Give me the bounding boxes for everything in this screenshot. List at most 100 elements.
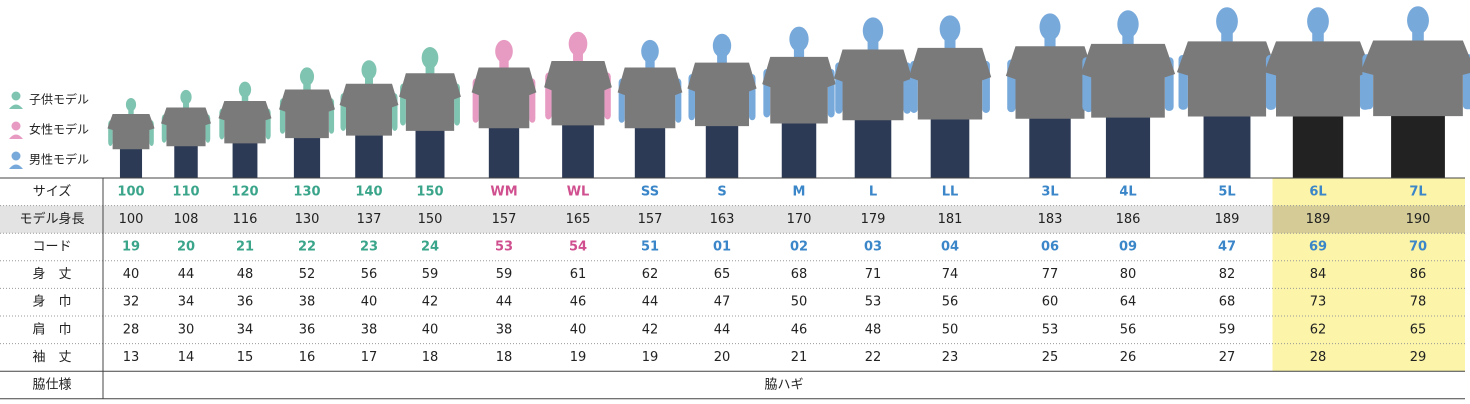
cell: 44 xyxy=(496,295,513,310)
cell: 163 xyxy=(710,212,735,227)
neck xyxy=(303,80,311,93)
legend-label: 子供モデル xyxy=(29,92,89,107)
cell: 50 xyxy=(942,322,959,337)
cell: 48 xyxy=(237,267,254,282)
cell: 24 xyxy=(421,240,439,255)
cell: 54 xyxy=(569,240,587,255)
cell: 130 xyxy=(293,184,320,199)
cell: 34 xyxy=(178,295,195,310)
legend-icon xyxy=(9,104,23,109)
tshirt xyxy=(160,107,212,147)
legs xyxy=(174,142,198,178)
neck xyxy=(573,49,583,65)
cell: 44 xyxy=(642,295,659,310)
cell: 27 xyxy=(1219,350,1236,365)
cell: 46 xyxy=(570,295,587,310)
model-figure xyxy=(160,89,212,178)
cell: 44 xyxy=(178,267,195,282)
cell: 71 xyxy=(865,267,882,282)
cell: 53 xyxy=(1042,322,1059,337)
neck xyxy=(1122,30,1134,49)
legs xyxy=(1203,109,1251,178)
tshirt xyxy=(544,60,612,126)
head xyxy=(1039,13,1061,41)
cell: 40 xyxy=(570,322,587,337)
cell: 62 xyxy=(642,267,659,282)
cell: 150 xyxy=(418,212,443,227)
row-label: 身 巾 xyxy=(32,294,71,310)
model-figure xyxy=(617,39,683,178)
head xyxy=(939,15,961,43)
cell: 02 xyxy=(790,240,808,255)
legs xyxy=(1292,109,1344,178)
head xyxy=(1307,7,1329,36)
height-row-bg xyxy=(0,205,1465,234)
legs xyxy=(355,130,383,178)
legend-icon xyxy=(9,134,23,139)
cell: 34 xyxy=(237,322,254,337)
legs xyxy=(232,139,258,178)
model-figure xyxy=(339,60,399,178)
cell: M xyxy=(793,184,806,199)
head xyxy=(299,67,315,86)
cell: 38 xyxy=(361,322,378,337)
cell: 32 xyxy=(123,295,140,310)
cell: 06 xyxy=(1041,240,1059,255)
model-figure xyxy=(908,15,992,178)
cell: 140 xyxy=(355,184,382,199)
cell: 38 xyxy=(299,295,316,310)
cell: 47 xyxy=(714,295,731,310)
legend-icon xyxy=(11,151,21,161)
cell: 44 xyxy=(714,322,731,337)
cell: 189 xyxy=(1215,212,1240,227)
cell: 116 xyxy=(233,212,258,227)
tshirt xyxy=(687,62,757,127)
tshirt xyxy=(1264,41,1372,117)
legs xyxy=(119,146,143,178)
cell: 157 xyxy=(638,212,663,227)
cell: 13 xyxy=(123,350,140,365)
tshirt xyxy=(279,89,335,139)
cell: 181 xyxy=(938,212,963,227)
head xyxy=(495,39,513,63)
cell: 21 xyxy=(791,350,808,365)
cell: 56 xyxy=(1120,322,1137,337)
cell: 68 xyxy=(1219,295,1236,310)
cell: 23 xyxy=(942,350,959,365)
cell: 25 xyxy=(1042,350,1059,365)
cell: 38 xyxy=(496,322,513,337)
head xyxy=(238,81,252,98)
cell: 56 xyxy=(942,295,959,310)
head xyxy=(180,89,192,105)
head xyxy=(641,39,659,63)
cell: S xyxy=(717,184,726,199)
row-label: 脇仕様 xyxy=(32,378,71,393)
model-figure xyxy=(1360,6,1470,178)
model-figure xyxy=(1176,7,1278,178)
cell: 14 xyxy=(178,350,195,365)
neck xyxy=(1044,33,1056,51)
cell: 84 xyxy=(1310,267,1327,282)
cell: 48 xyxy=(865,322,882,337)
cell: 36 xyxy=(237,295,254,310)
model-figure xyxy=(833,17,913,178)
tshirt xyxy=(339,83,399,136)
tshirt xyxy=(908,47,992,120)
cell: 6L xyxy=(1309,184,1326,199)
cell: 47 xyxy=(1218,240,1236,255)
row-label: 肩 巾 xyxy=(32,321,71,337)
tshirt xyxy=(218,100,272,144)
cell: 29 xyxy=(1410,350,1427,365)
neck xyxy=(425,62,435,77)
neck xyxy=(499,56,509,71)
cell: 46 xyxy=(791,322,808,337)
legs xyxy=(634,122,666,178)
head xyxy=(789,26,809,52)
head xyxy=(125,98,137,112)
row-label: 袖 丈 xyxy=(32,350,71,365)
cell: 50 xyxy=(791,295,808,310)
tshirt xyxy=(107,114,155,150)
head xyxy=(421,47,439,69)
tshirt xyxy=(1080,43,1176,118)
cell: 80 xyxy=(1120,267,1137,282)
